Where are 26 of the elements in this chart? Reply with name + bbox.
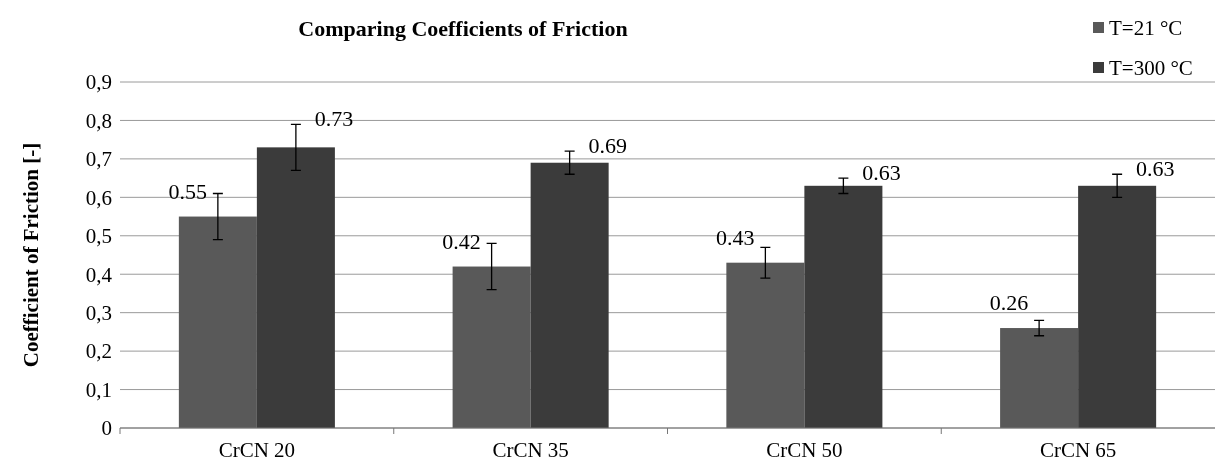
y-tick-label: 0,1 xyxy=(85,377,112,402)
data-label: 0.63 xyxy=(1135,156,1175,182)
x-tick-label: CrCN 35 xyxy=(492,438,569,462)
x-tick-label: CrCN 50 xyxy=(766,438,843,462)
legend-label: T=21 °C xyxy=(1109,16,1183,41)
legend-label: T=300 °C xyxy=(1109,56,1193,81)
y-tick-label: 0,6 xyxy=(85,185,112,210)
data-label: 0.55 xyxy=(168,178,208,204)
y-tick-label: 0,3 xyxy=(85,301,112,326)
y-tick-label: 0 xyxy=(101,416,112,441)
y-tick-label: 0,2 xyxy=(85,339,112,364)
data-label: 0.42 xyxy=(442,228,481,254)
data-label: 0.63 xyxy=(862,160,901,186)
y-tick-label: 0,7 xyxy=(85,147,112,172)
y-axis-title: Coefficient of Friction [-] xyxy=(19,142,43,368)
y-tick-label: 0,8 xyxy=(85,108,112,133)
x-tick-label: CrCN 20 xyxy=(218,438,296,462)
data-label: 0.73 xyxy=(314,106,354,132)
data-label: 0.69 xyxy=(588,133,627,159)
x-tick-label: CrCN 65 xyxy=(1039,438,1117,462)
y-tick-label: 0,5 xyxy=(85,224,112,249)
data-label: 0.26 xyxy=(989,290,1029,316)
y-tick-label: 0,4 xyxy=(85,262,113,287)
y-tick-label: 0,9 xyxy=(85,70,112,95)
data-label: 0.43 xyxy=(716,224,755,250)
chart-title: Comparing Coefficients of Friction xyxy=(298,16,628,41)
